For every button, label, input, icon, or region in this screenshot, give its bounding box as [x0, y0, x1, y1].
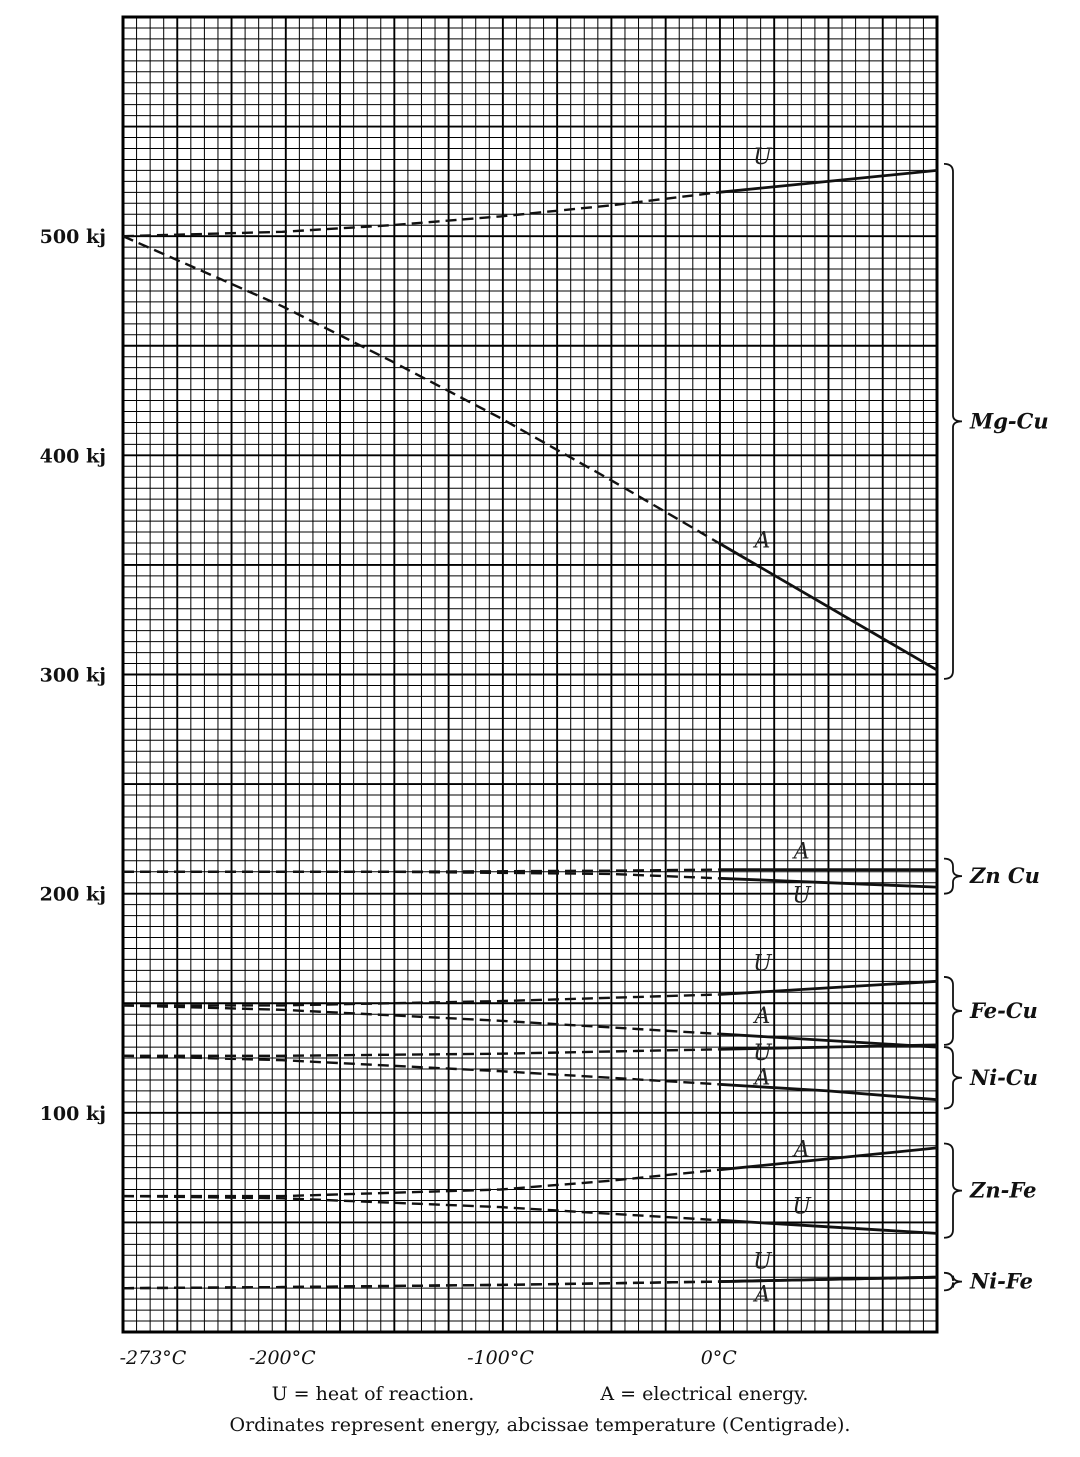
group-label-zn-fe: Zn-Fe — [969, 1178, 1036, 1203]
series-line-zn-fe-a-solid — [718, 1146, 938, 1172]
y-tick-label: 300 kj — [40, 665, 106, 687]
curve-label-ni-cu-a: A — [752, 1065, 770, 1090]
series-line-ni-cu-u-dashed — [123, 1048, 719, 1057]
group-brace-zn-fe — [943, 1142, 963, 1239]
legend-u-text: U = heat of reaction. — [271, 1383, 475, 1405]
y-tick-labels: 500 kj 400 kj 300 kj 200 kj 100 kj — [40, 226, 106, 1125]
series-line-mg-cu-a-solid — [718, 541, 938, 672]
group-label-ni-cu: Ni-Cu — [969, 1065, 1038, 1090]
series-line-fe-cu-a-dashed — [122, 1004, 719, 1036]
x-tick-label: -200°C — [249, 1347, 316, 1369]
series-line-zn-cu-u-solid — [718, 876, 938, 889]
series-line-mg-cu-u-solid — [718, 169, 938, 194]
series-line-zn-cu-u-dashed — [123, 870, 719, 880]
series-line-mg-cu-a-dashed — [122, 235, 720, 545]
curve-label-zn-cu-u: U — [792, 883, 812, 908]
x-tick-label: -273°C — [120, 1347, 187, 1369]
group-label-fe-cu: Fe-Cu — [969, 998, 1038, 1023]
y-tick-label: 200 kj — [40, 884, 106, 906]
group-brace-zn-cu — [943, 857, 963, 895]
curve-label-fe-cu-u: U — [753, 951, 773, 976]
x-tick-label: 0°C — [701, 1347, 738, 1369]
series-line-ni-fe-a-dashed — [122, 1280, 719, 1290]
group-brace-ni-cu — [943, 1046, 963, 1110]
series-line-zn-fe-u-solid — [718, 1218, 938, 1235]
series-line-zn-fe-a-dashed — [123, 1168, 719, 1198]
curve-label-mg-cu-u: U — [753, 145, 773, 170]
curve-label-ni-fe-u: U — [753, 1249, 773, 1274]
series-line-zn-cu-a-dashed — [123, 868, 719, 873]
caption-legend: U = heat of reaction. A = electrical ene… — [0, 1383, 1080, 1405]
legend-a-text: A = electrical energy. — [600, 1383, 809, 1405]
y-tick-label: 100 kj — [40, 1103, 106, 1125]
series-line-fe-cu-u-dashed — [123, 993, 719, 1007]
plot-border — [121, 15, 939, 1334]
group-braces: Mg-Cu Zn Cu Fe-Cu Ni-Cu Zn-Fe Ni-Fe — [943, 162, 1049, 1294]
x-tick-labels: -273°C -200°C -100°C 0°C — [120, 1347, 738, 1369]
curve-label-zn-cu-a: A — [792, 840, 810, 865]
series-line-fe-cu-u-solid — [718, 979, 938, 996]
curve-label-ni-fe-a: A — [752, 1282, 770, 1307]
curve-label-mg-cu-a: A — [752, 528, 770, 553]
group-brace-fe-cu — [943, 976, 963, 1046]
curve-label-zn-fe-a: A — [792, 1138, 810, 1163]
plot-frame — [121, 15, 939, 1334]
x-tick-label: -100°C — [467, 1347, 534, 1369]
series-line-mg-cu-u-dashed — [122, 191, 719, 238]
group-label-mg-cu: Mg-Cu — [969, 408, 1049, 433]
group-brace-ni-fe — [943, 1271, 963, 1292]
group-brace-mg-cu — [943, 162, 963, 680]
curve-label-ni-cu-u: U — [753, 1041, 773, 1066]
series-lines — [122, 169, 938, 1290]
series-line-ni-fe-a-solid — [718, 1275, 938, 1283]
group-label-zn-cu: Zn Cu — [969, 863, 1040, 888]
y-tick-label: 500 kj — [40, 226, 106, 248]
curve-label-fe-cu-a: A — [752, 1004, 770, 1029]
y-tick-label: 400 kj — [40, 445, 106, 467]
series-line-ni-cu-u-solid — [718, 1043, 938, 1051]
caption-note: Ordinates represent energy, abcissae tem… — [229, 1414, 851, 1436]
series-line-zn-fe-u-dashed — [122, 1194, 719, 1222]
curve-label-zn-fe-u: U — [792, 1195, 812, 1220]
series-line-ni-cu-a-solid — [718, 1082, 938, 1102]
grid — [122, 16, 938, 1333]
group-label-ni-fe: Ni-Fe — [969, 1269, 1033, 1294]
